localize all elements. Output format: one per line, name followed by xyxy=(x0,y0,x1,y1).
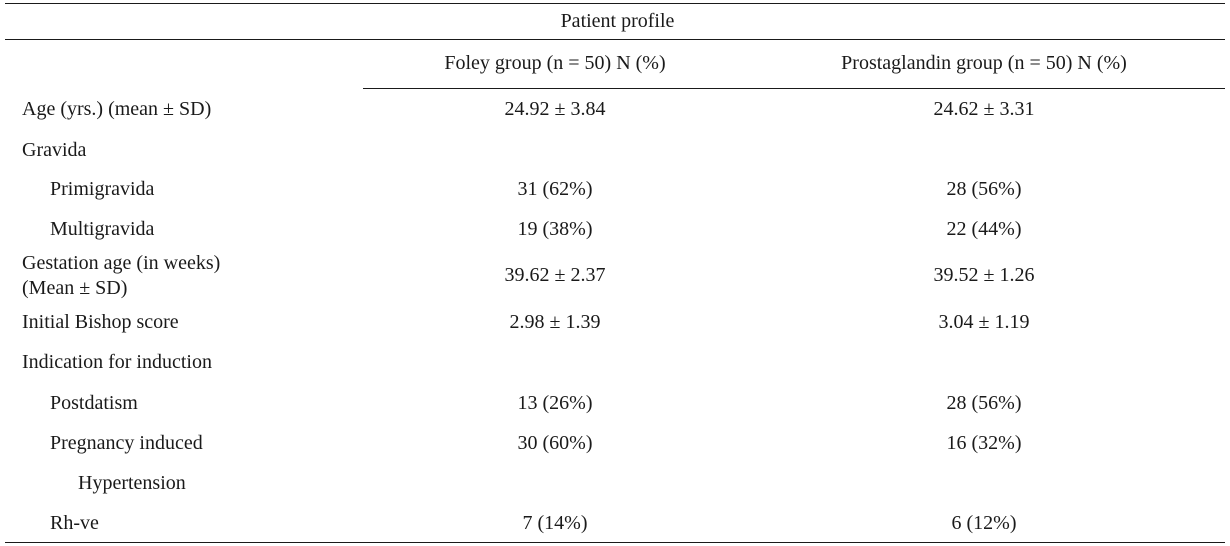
row-label: Rh-ve xyxy=(50,512,99,534)
row-label: Pregnancy induced xyxy=(50,432,203,454)
caption-rule xyxy=(5,39,1225,40)
row-label: Gestation age (in weeks) xyxy=(22,252,221,274)
header-prostaglandin-group: Prostaglandin group (n = 50) N (%) xyxy=(841,52,1127,74)
cell-prostaglandin: 28 (56%) xyxy=(946,178,1022,200)
row-label: Multigravida xyxy=(50,218,155,240)
row-label: Postdatism xyxy=(50,392,138,414)
header-rule xyxy=(363,88,1225,89)
cell-prostaglandin: 22 (44%) xyxy=(946,218,1022,240)
table-bottom-rule xyxy=(5,542,1225,543)
cell-prostaglandin: 39.52 ± 1.26 xyxy=(933,264,1035,286)
row-label: Age (yrs.) (mean ± SD) xyxy=(22,98,212,120)
row-label-continuation: (Mean ± SD) xyxy=(22,277,128,299)
table-caption: Patient profile xyxy=(560,10,675,32)
cell-foley: 2.98 ± 1.39 xyxy=(509,311,601,333)
cell-foley: 19 (38%) xyxy=(517,218,593,240)
row-label: Gravida xyxy=(22,139,87,161)
cell-foley: 39.62 ± 2.37 xyxy=(504,264,606,286)
cell-prostaglandin: 28 (56%) xyxy=(946,392,1022,414)
cell-prostaglandin: 24.62 ± 3.31 xyxy=(933,98,1035,120)
row-label: Indication for induction xyxy=(22,351,212,373)
cell-foley: 31 (62%) xyxy=(517,178,593,200)
header-foley-group: Foley group (n = 50) N (%) xyxy=(444,52,666,74)
row-label: Initial Bishop score xyxy=(22,311,179,333)
cell-foley: 13 (26%) xyxy=(517,392,593,414)
row-label-continuation: Hypertension xyxy=(78,472,186,494)
cell-foley: 30 (60%) xyxy=(517,432,593,454)
cell-foley: 24.92 ± 3.84 xyxy=(504,98,606,120)
cell-prostaglandin: 16 (32%) xyxy=(946,432,1022,454)
cell-prostaglandin: 6 (12%) xyxy=(951,512,1017,534)
cell-prostaglandin: 3.04 ± 1.19 xyxy=(938,311,1030,333)
cell-foley: 7 (14%) xyxy=(522,512,588,534)
row-label: Primigravida xyxy=(50,178,155,200)
table-top-rule xyxy=(5,3,1225,4)
